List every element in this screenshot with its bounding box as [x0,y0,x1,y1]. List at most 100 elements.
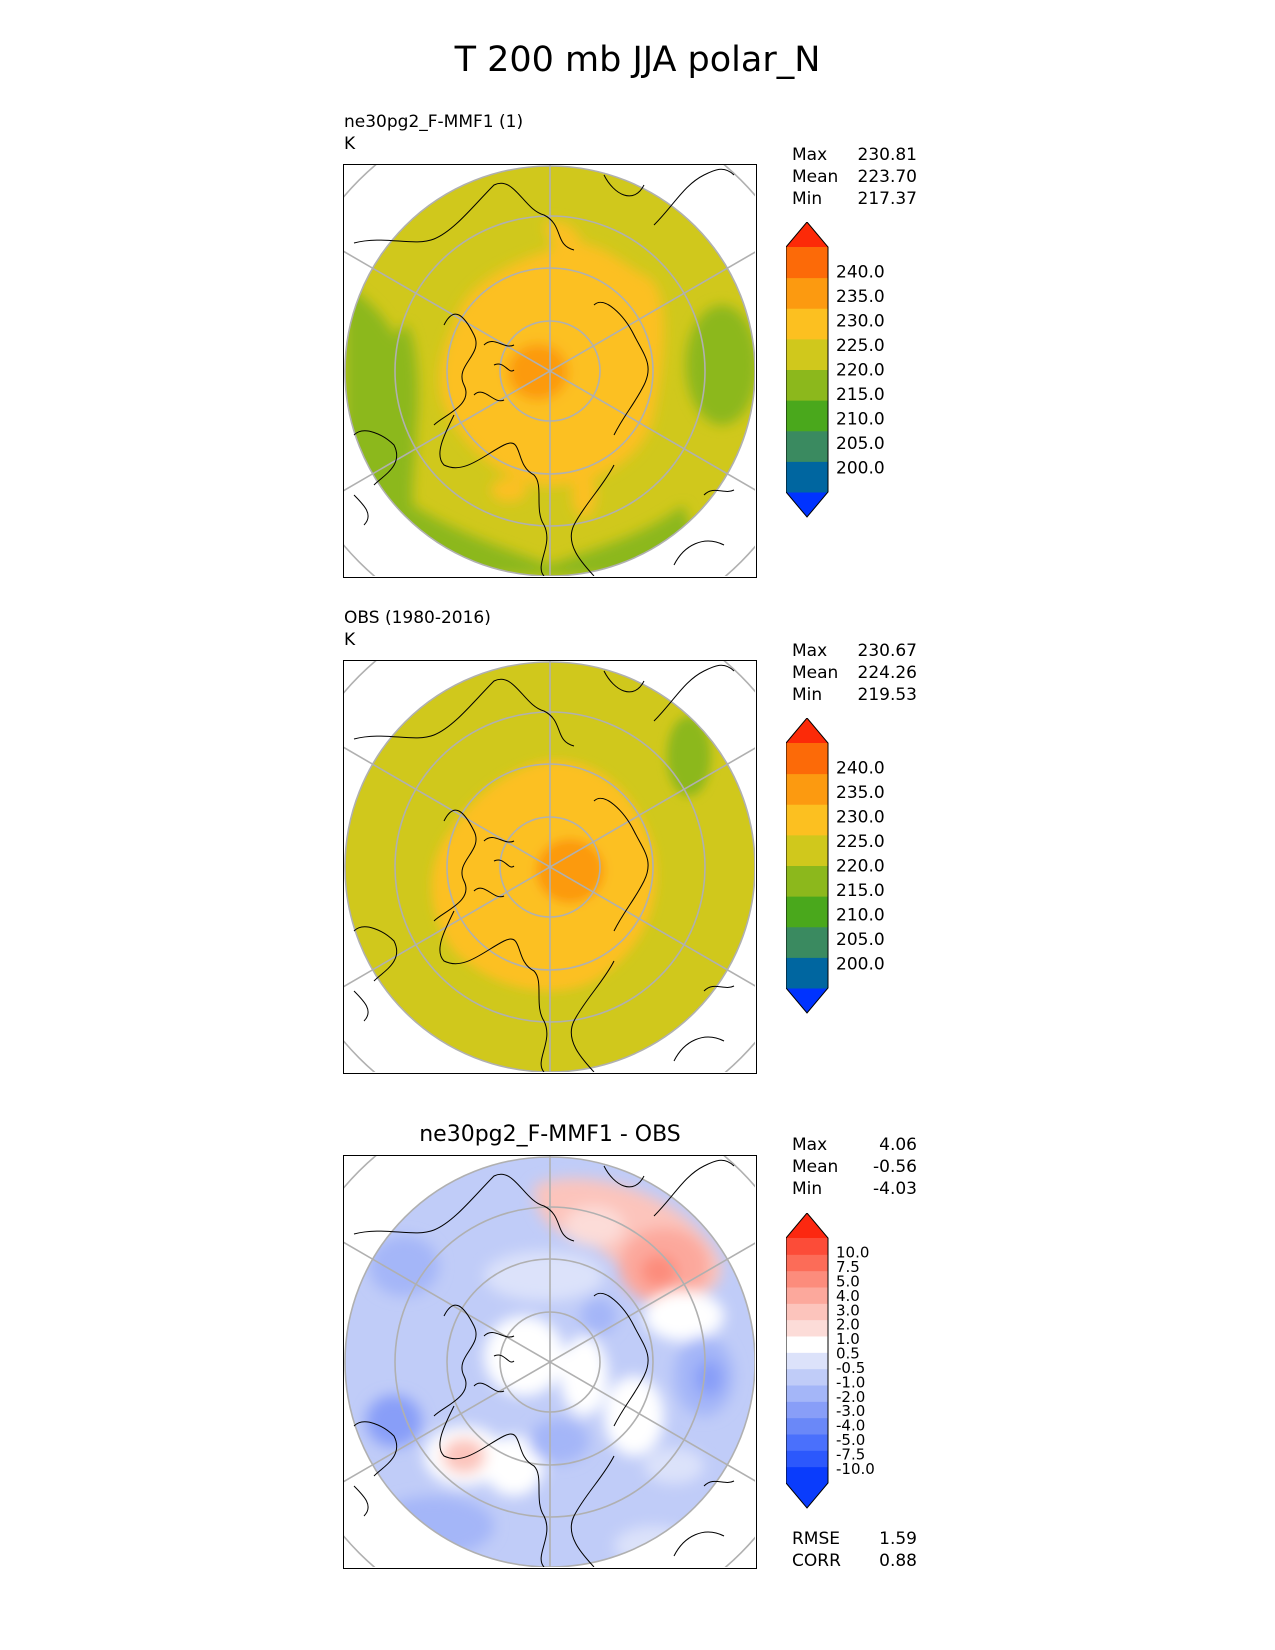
panel3-field-region [581,1298,617,1334]
panel3-colorbar-segment [786,1385,828,1402]
panel2-map-svg [344,661,756,1073]
panel2-stat-min: Min 219.53 [792,684,917,706]
panel3-title: ne30pg2_F-MMF1 - OBS [419,1122,681,1147]
panel2-colorbar-outline [786,718,829,1014]
panel1-colorbar-outline [786,222,829,518]
panel3-colorbar-tick-label: -10.0 [836,1460,875,1478]
panel3-stat-min-label: Min [792,1179,823,1199]
panel1-field-region [686,305,755,425]
panel2-stat-max-value: 230.67 [857,641,917,661]
panel2-colorbar-segment [786,834,828,866]
panel2-colorbar-segment [786,773,828,805]
panel2-colorbar-tick-label: 240.0 [836,758,885,778]
panel1-colorbar-segment [786,338,828,370]
panel3-stat-mean-value: -0.56 [873,1157,917,1177]
panel3-coastlines [353,1159,735,1568]
panel3-colorbar-segment [786,1254,828,1272]
panel2-title-line1: OBS (1980-2016) [344,608,491,628]
panel2-colorbar-segment [786,865,828,897]
panel1-map-svg [344,165,756,577]
figure-title: T 200 mb JJA polar_N [454,40,821,80]
panel3-stat-min: Min -4.03 [792,1178,917,1200]
panel2-colorbar-tick-label: 225.0 [836,832,885,852]
panel2-colorbar-tick-label: 210.0 [836,905,885,925]
panel3-colorbar-tick-label: -4.0 [836,1417,865,1435]
panel3-stat-max-label: Max [792,1135,828,1155]
panel3-colorbar-outline [786,1213,829,1509]
panel2-stat-mean-label: Mean [792,663,839,683]
panel3-colorbar-segment [786,1466,828,1484]
panel3-colorbar-tick-label: 7.5 [836,1258,860,1276]
panel1-colorbar-segment [786,369,828,401]
panel1-title: ne30pg2_F-MMF1 (1) K [344,111,523,155]
panel2-colorbar-segment [786,743,828,775]
panel1-colorbar-tick-label: 220.0 [836,360,885,380]
panel1-stats: Max 230.81 Mean 223.70 Min 217.37 [792,144,917,210]
panel1-colorbar-tick-label: 205.0 [836,434,885,454]
panel3-field-region [604,1376,664,1456]
panel3-field-region [369,1236,439,1296]
panel1-colorbar-extend-high [786,222,828,247]
panel1-stat-min: Min 217.37 [792,188,917,210]
panel2-map [343,660,757,1074]
panel3-metrics: RMSE 1.59 CORR 0.88 [792,1528,917,1572]
panel3-field-region [564,1206,624,1246]
panel3-field-region [560,1336,608,1416]
panel3-colorbar-segment [786,1270,828,1288]
panel1-colorbar-segment [786,400,828,432]
panel3-stat-mean-label: Mean [792,1157,839,1177]
panel3-colorbar-segment [786,1287,828,1304]
panel3-colorbar-segment [786,1319,828,1337]
panel3-colorbar-segment [786,1336,828,1353]
panel3-colorbar-tick-label: 1.0 [836,1330,860,1348]
panel3-colorbar-tick-label: 0.5 [836,1345,860,1363]
panel2-colorbar-tick-label: 200.0 [836,954,885,974]
panel3-field-region [484,1316,564,1396]
panel1-field-region [390,325,418,465]
panel3-colorbar-segment [786,1434,828,1451]
panel3-field-region [442,1438,486,1474]
panel2-colorbar-extend-low [786,988,828,1013]
panel1-colorbar-segment [786,461,828,493]
panel2-field-region [667,716,711,796]
panel2-stat-max-label: Max [792,641,828,661]
panel3-colorbar-extend-high [786,1213,828,1238]
panel3-colorbar-tick-label: 4.0 [836,1287,860,1305]
panel1-stat-min-label: Min [792,189,823,209]
panel3-colorbar-tick-label: 5.0 [836,1272,860,1290]
panel1-colorbar-tick-label: 235.0 [836,287,885,307]
panel3-colorbar-tick-label: 10.0 [836,1244,869,1262]
panel3-stat-max: Max 4.06 [792,1134,917,1156]
panel1-colorbar-extend-low [786,492,828,517]
panel3-metric-rmse: RMSE 1.59 [792,1528,917,1550]
panel1-field-region [491,478,527,502]
panel1-colorbar-tick-label: 215.0 [836,385,885,405]
panel3-colorbar-tick-label: 3.0 [836,1301,860,1319]
panel2-title: OBS (1980-2016) K [344,607,491,651]
panel3-colorbar-tick-label: -5.0 [836,1431,865,1449]
panel2-colorbar-segment [786,957,828,989]
panel1-graticule [344,165,756,577]
panel2-colorbar-segment [786,896,828,928]
panel1-coastlines [353,168,735,577]
panel1-colorbar-tick-label: 225.0 [836,336,885,356]
panel3-colorbar-tick-label: -3.0 [836,1402,865,1420]
panel3-metric-corr: CORR 0.88 [792,1550,917,1572]
panel2-stat-min-value: 219.53 [857,685,917,705]
panel3-colorbar-segment [786,1303,828,1321]
panel1-colorbar: 240.0 235.0 230.0 225.0 220.0 215.0 210.0 205.0… [786,222,885,518]
panel3-field-region [644,1448,704,1484]
panel3-stat-mean: Mean -0.56 [792,1156,917,1178]
panel3-colorbar-segment [786,1417,828,1435]
panel2-colorbar-tick-label: 230.0 [836,807,885,827]
panel3-colorbar-segment [786,1450,828,1468]
panel3-colorbar-tick-label: -1.0 [836,1373,865,1391]
panel3-colorbar-tick-label: -2.0 [836,1388,865,1406]
panel3-colorbar-segment [786,1352,828,1370]
panel1-field-region [544,221,584,275]
panel3-field-region [374,1496,494,1556]
panel2-colorbar-tick-label: 220.0 [836,856,885,876]
panel2-units: K [344,630,356,650]
panel1-map [343,164,757,578]
panel3-metric-rmse-label: RMSE [792,1529,841,1549]
